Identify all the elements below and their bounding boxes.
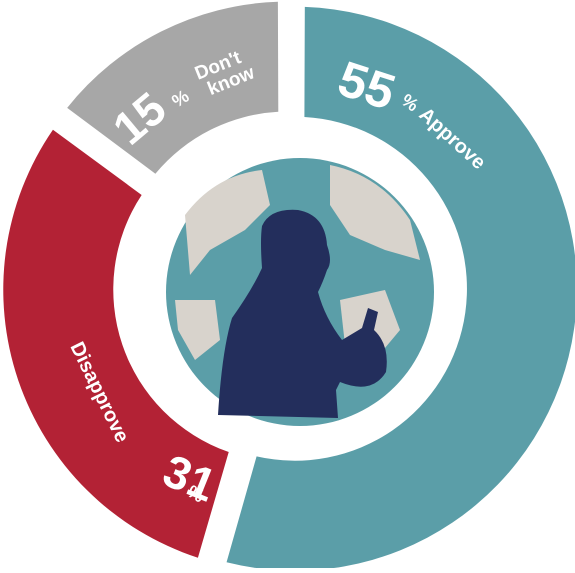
donut-segment — [3, 129, 229, 558]
globe — [166, 158, 434, 426]
globe-land — [185, 170, 270, 275]
donut — [3, 1, 575, 571]
globe-land — [330, 165, 420, 260]
donut-segment — [67, 1, 279, 174]
globe-land — [175, 300, 220, 360]
silhouette — [218, 209, 387, 418]
donut-segment — [226, 6, 575, 571]
